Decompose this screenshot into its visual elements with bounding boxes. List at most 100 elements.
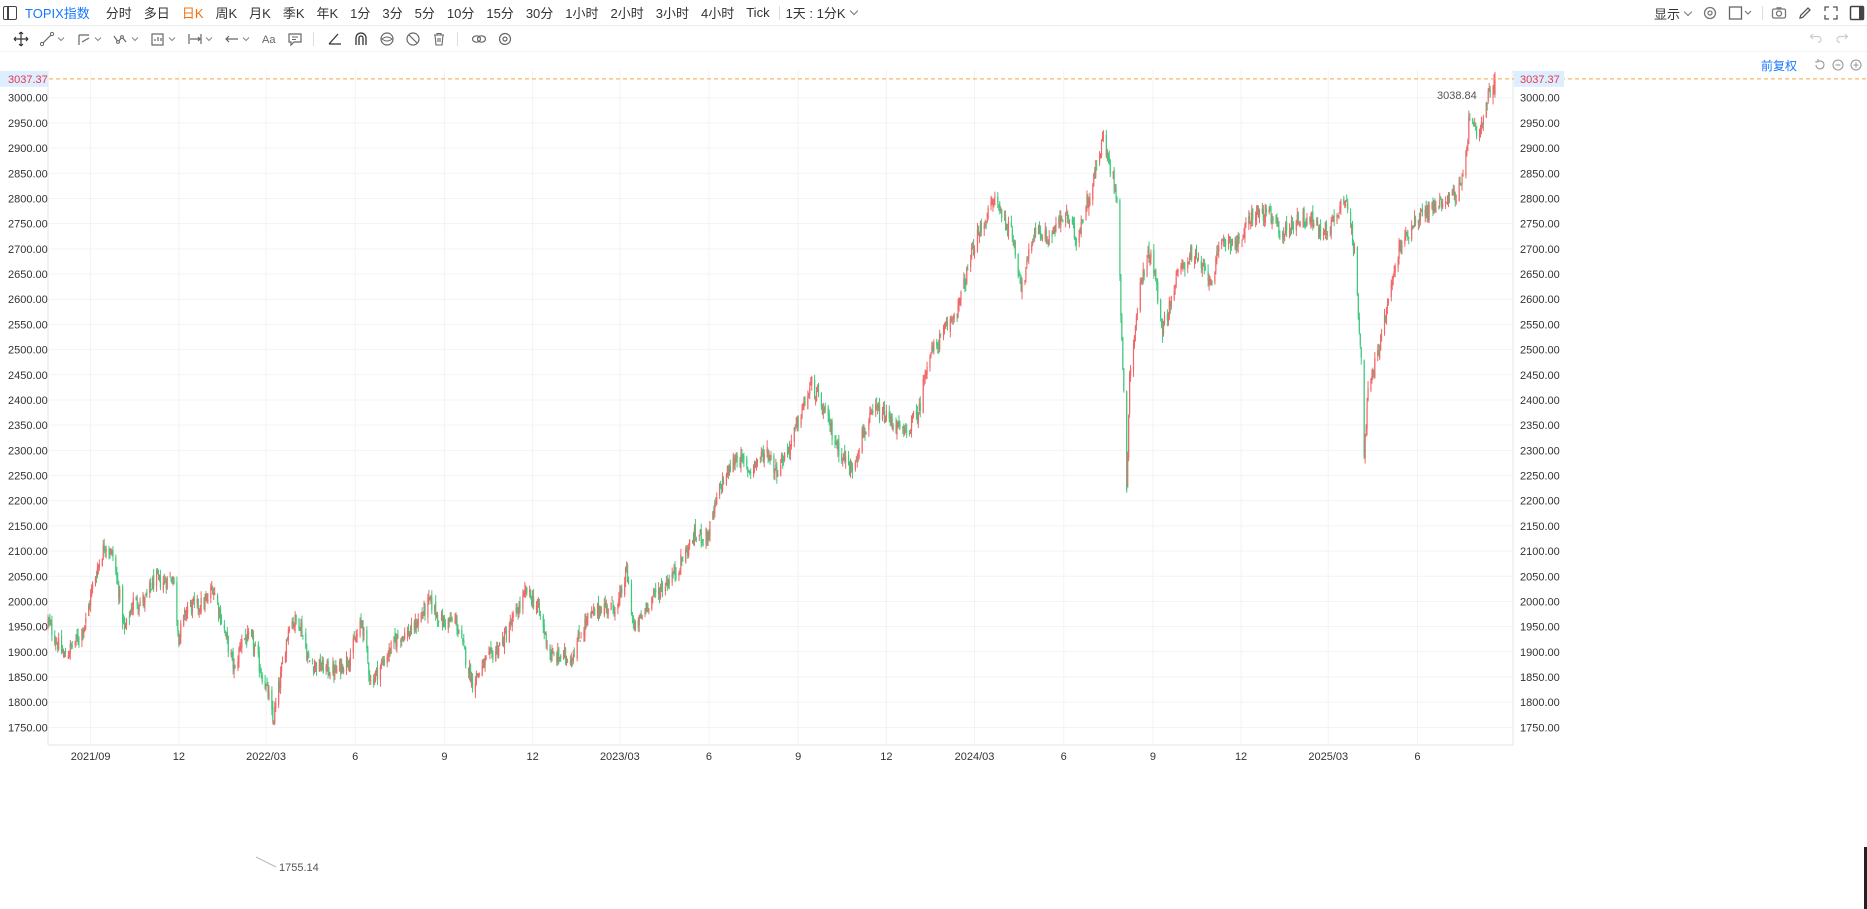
- symbol-name[interactable]: TOPIX指数: [25, 6, 90, 21]
- candle-body: [754, 461, 757, 465]
- range-tool-icon[interactable]: [187, 31, 214, 47]
- candle-body: [599, 607, 602, 615]
- comment-icon[interactable]: [287, 31, 303, 47]
- candle-body: [207, 599, 209, 601]
- period-tab[interactable]: 3分: [382, 6, 403, 21]
- candle-body: [185, 610, 188, 617]
- kline-combo-selector[interactable]: 1天 : 1分K: [786, 3, 858, 22]
- candle-body: [1412, 226, 1414, 230]
- candle-body: [1322, 232, 1325, 235]
- candle-body: [856, 457, 858, 461]
- right-panel-toggle-icon[interactable]: [1849, 5, 1865, 21]
- candle-body: [246, 637, 248, 645]
- period-tab[interactable]: 日K: [181, 6, 204, 21]
- period-tab[interactable]: 4小时: [700, 6, 735, 21]
- redo-icon[interactable]: [1835, 30, 1849, 49]
- candle-body: [1343, 198, 1345, 204]
- candle-body: [776, 467, 778, 477]
- candle-body: [1448, 194, 1451, 197]
- display-menu[interactable]: 显示: [1654, 4, 1693, 23]
- reset-icon[interactable]: [1813, 58, 1827, 77]
- line-tool-icon[interactable]: [39, 31, 66, 47]
- candle-body: [829, 422, 831, 432]
- candle-body: [345, 656, 348, 671]
- settings-gear-icon[interactable]: [1702, 5, 1718, 21]
- period-tab[interactable]: 3小时: [655, 6, 689, 21]
- arrow-tool-icon[interactable]: [224, 31, 251, 47]
- candle-body: [119, 588, 121, 601]
- period-tab[interactable]: 1分: [350, 6, 371, 21]
- candle-body: [953, 314, 955, 319]
- period-tab[interactable]: 5分: [414, 6, 435, 21]
- candle-body: [1032, 241, 1034, 243]
- zoom-out-icon[interactable]: [1831, 58, 1845, 77]
- period-tab[interactable]: Tick: [746, 5, 770, 20]
- period-tab[interactable]: 1小时: [565, 6, 599, 21]
- magnet-icon[interactable]: [353, 31, 369, 47]
- candle-body: [788, 447, 791, 454]
- candle-body: [250, 631, 253, 636]
- text-tool-icon[interactable]: Aa: [261, 31, 277, 47]
- candle-body: [287, 629, 289, 640]
- settings-icon[interactable]: [497, 31, 513, 47]
- candle-body: [997, 196, 999, 204]
- y-tick-label: 1800.00: [1520, 697, 1560, 709]
- measure-tool-icon[interactable]: [150, 31, 177, 47]
- period-tab[interactable]: 周K: [215, 6, 238, 21]
- y-tick-label: 2500.00: [8, 345, 48, 357]
- pencil-icon[interactable]: [1797, 5, 1813, 21]
- period-tab[interactable]: 年K: [316, 6, 339, 21]
- candle-body: [130, 608, 132, 613]
- candle-body: [1230, 245, 1232, 247]
- candle-body: [170, 577, 172, 581]
- candle-body: [1000, 209, 1002, 211]
- candle-body: [1162, 325, 1165, 334]
- candle-body: [1372, 369, 1374, 375]
- candle-body: [1339, 206, 1341, 212]
- candle-body: [925, 371, 927, 376]
- link-icon[interactable]: [471, 31, 487, 47]
- adjust-mode-button[interactable]: 前复权: [1760, 59, 1797, 73]
- candle-body: [118, 583, 120, 599]
- candle-body: [231, 652, 233, 655]
- zoom-in-icon[interactable]: [1849, 58, 1863, 77]
- candle-body: [626, 565, 629, 583]
- period-tab[interactable]: 月K: [249, 6, 271, 21]
- candle-body: [186, 605, 189, 613]
- candle-body: [318, 659, 320, 672]
- eye-icon[interactable]: [379, 31, 395, 47]
- pattern-tool-icon[interactable]: [113, 31, 140, 47]
- period-tab[interactable]: 多日: [143, 6, 170, 21]
- period-tab[interactable]: 15分: [486, 6, 514, 21]
- undo-icon[interactable]: [1809, 30, 1823, 49]
- period-tab[interactable]: 10分: [446, 6, 475, 21]
- channel-tool-icon[interactable]: [76, 31, 103, 47]
- sidebar-toggle-icon[interactable]: [3, 5, 17, 20]
- camera-icon[interactable]: [1771, 5, 1787, 21]
- layout-icon[interactable]: [1728, 5, 1754, 21]
- period-tab[interactable]: 季K: [282, 6, 305, 21]
- crosshair-move-icon[interactable]: [13, 31, 29, 47]
- candle-body: [227, 636, 229, 653]
- candle-body: [1306, 217, 1308, 225]
- period-tab[interactable]: 30分: [525, 6, 554, 21]
- angle-tool-icon[interactable]: [327, 31, 343, 47]
- fullscreen-icon[interactable]: [1823, 5, 1839, 21]
- candle-body: [309, 660, 311, 662]
- candle-body: [563, 650, 565, 660]
- y-tick-label: 2200.00: [1520, 496, 1560, 508]
- candle-body: [607, 609, 609, 615]
- candle-body: [586, 618, 588, 626]
- hide-icon[interactable]: [405, 31, 421, 47]
- candle-body: [67, 655, 69, 660]
- trash-icon[interactable]: [431, 31, 447, 47]
- candle-body: [596, 603, 599, 614]
- candle-body: [190, 602, 193, 613]
- candle-body: [1350, 226, 1353, 230]
- period-tab[interactable]: 分时: [105, 6, 132, 21]
- candle-body: [265, 684, 267, 688]
- scrollbar-thumb[interactable]: [1864, 847, 1867, 909]
- period-tab[interactable]: 2小时: [610, 6, 644, 21]
- candle-body: [1488, 87, 1490, 91]
